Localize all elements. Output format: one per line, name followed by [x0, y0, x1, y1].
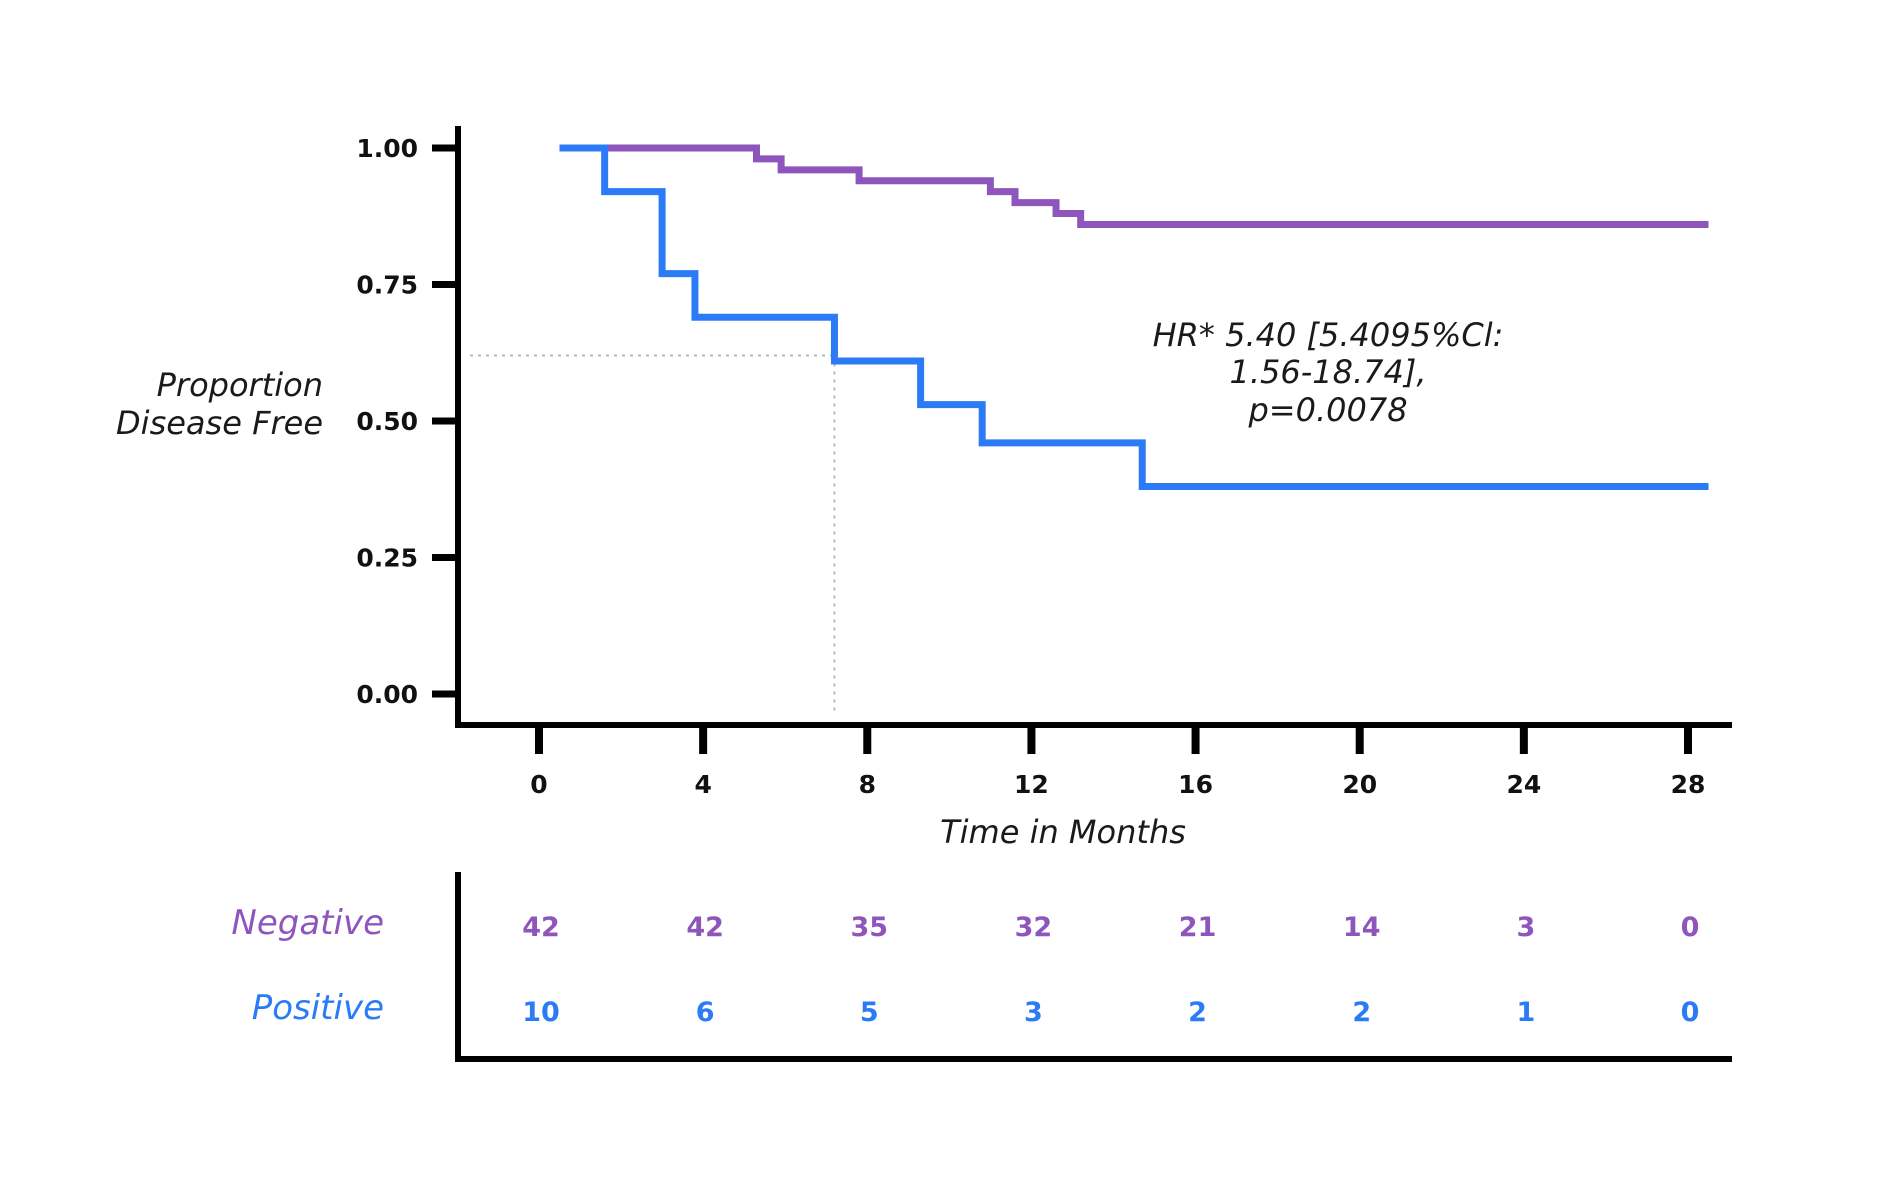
annotation-line-1: HR* 5.40 [5.4095%Cl:: [1153, 316, 1504, 354]
axis-labels: Time in Months Proportion Disease Free: [116, 366, 1186, 851]
risk-count: 2: [1188, 997, 1207, 1028]
chart-axes: 0.00 0.25 0.50 0.75 1.00 0 4 8 12 16 20 24 28: [356, 126, 1732, 799]
x-tick-label: 16: [1178, 770, 1213, 799]
risk-count: 6: [696, 997, 715, 1028]
y-tick-label: 0.00: [356, 680, 418, 709]
x-tick-label: 8: [859, 770, 876, 799]
survival-curve-positive: [559, 144, 1709, 491]
risk-count: 14: [1343, 912, 1381, 943]
y-axis-title-line-1: Proportion: [157, 366, 323, 404]
y-tick-label: 0.50: [356, 407, 418, 436]
risk-count: 42: [686, 912, 724, 943]
x-axis-title: Time in Months: [940, 813, 1186, 851]
x-tick-label: 12: [1014, 770, 1049, 799]
median-reference-lines: [470, 354, 836, 712]
x-tick-label: 28: [1671, 770, 1706, 799]
survival-curve-negative: [559, 144, 1709, 228]
risk-row-label-negative: Negative: [231, 903, 384, 943]
risk-row-label-positive: Positive: [252, 988, 384, 1028]
y-axis-title-line-2: Disease Free: [116, 404, 323, 442]
risk-count: 0: [1681, 997, 1700, 1028]
x-tick-label: 4: [694, 770, 711, 799]
annotation-line-2: 1.56-18.74],: [1229, 353, 1426, 391]
x-tick-label: 20: [1342, 770, 1377, 799]
survival-curves: [559, 144, 1709, 491]
risk-count: 1: [1516, 997, 1535, 1028]
x-tick-label: 24: [1506, 770, 1541, 799]
hazard-ratio-annotation: HR* 5.40 [5.4095%Cl: 1.56-18.74], p=0.00…: [1153, 316, 1504, 429]
y-tick-label: 0.25: [356, 544, 418, 573]
risk-count: 10: [522, 997, 560, 1028]
risk-count: 35: [850, 912, 888, 943]
x-tick-label: 0: [530, 770, 547, 799]
risk-count: 3: [1024, 997, 1043, 1028]
risk-count: 3: [1516, 912, 1535, 943]
annotation-line-3: p=0.0078: [1247, 391, 1407, 429]
risk-count: 21: [1179, 912, 1217, 943]
y-tick-label: 1.00: [356, 134, 418, 163]
risk-count: 5: [860, 997, 879, 1028]
risk-count: 42: [522, 912, 560, 943]
risk-count: 0: [1681, 912, 1700, 943]
y-tick-label: 0.75: [356, 271, 418, 300]
risk-count: 32: [1015, 912, 1053, 943]
risk-count: 2: [1352, 997, 1371, 1028]
